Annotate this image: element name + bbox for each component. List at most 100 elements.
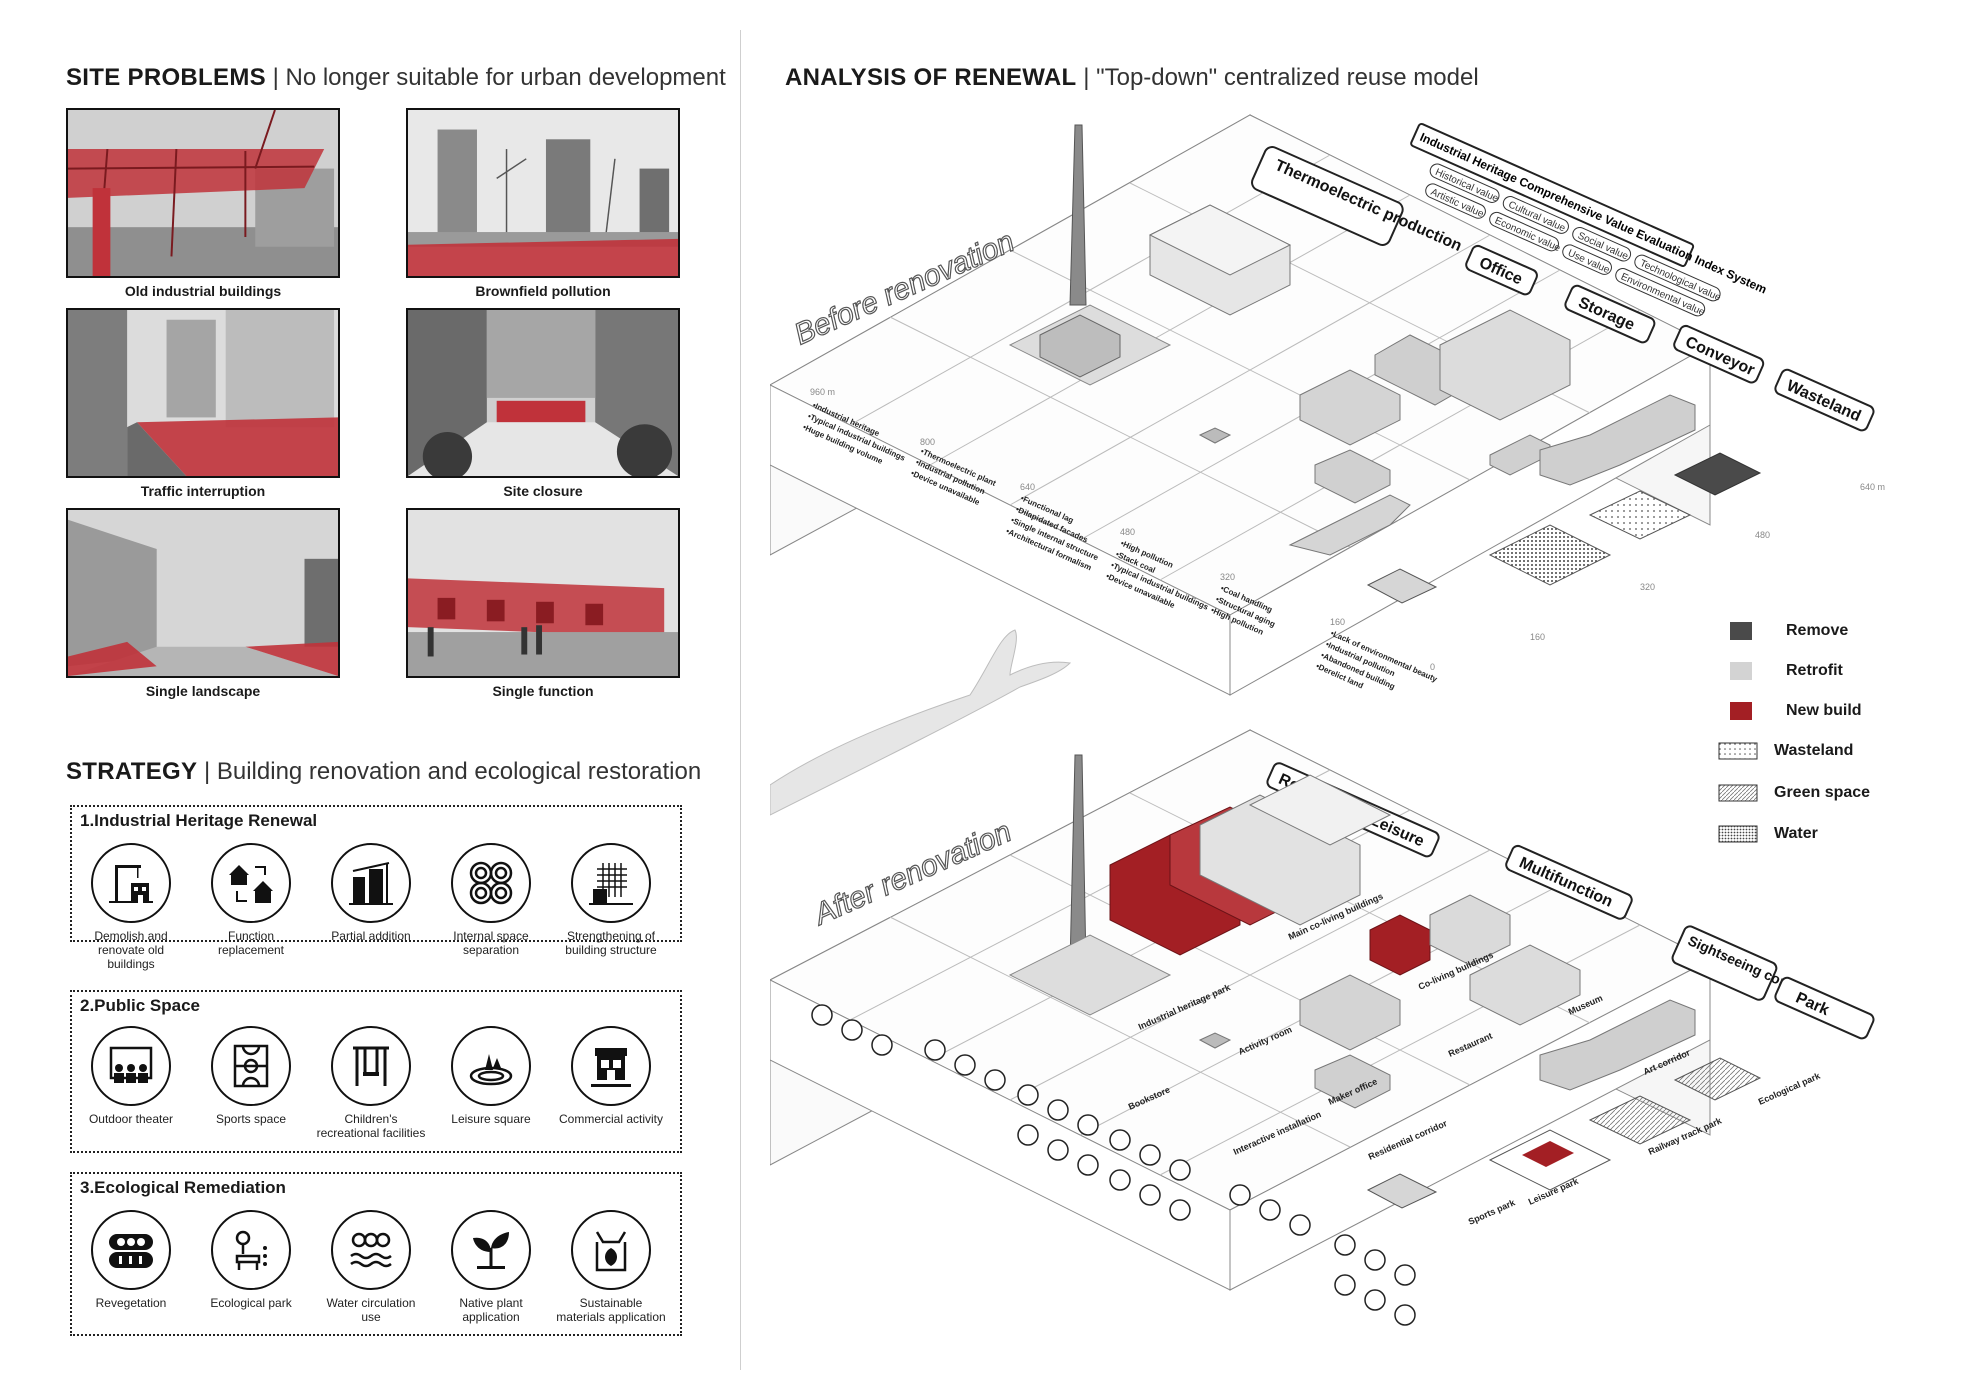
- strategy-item-leisure-square: Leisure square: [436, 1026, 546, 1126]
- group-title-ecological: 3.Ecological Remediation: [80, 1178, 286, 1197]
- scale-640: 640: [1020, 482, 1035, 492]
- activity-icons: [811, 1004, 1416, 1326]
- strategy-item-function-replacement: Function replacement: [196, 843, 306, 957]
- structure-grid-icon: [571, 843, 651, 923]
- photo-site-closure: [406, 308, 680, 478]
- strategy-group-public-space: 2.Public Space Outdoor theater Sports sp…: [70, 990, 682, 1153]
- strategy-heading: STRATEGY | Building renovation and ecolo…: [66, 758, 701, 786]
- strategy-label: Demolish and renovate old buildings: [94, 929, 168, 971]
- scale-r-640: 640 m: [1860, 482, 1885, 492]
- strategy-item-outdoor-theater: Outdoor theater: [76, 1026, 186, 1126]
- caption-single-function: Single function: [492, 683, 594, 699]
- strategy-label: Sustainable materials application: [556, 1296, 666, 1324]
- scale-480: 480: [1120, 527, 1135, 537]
- legend-swatch-remove: [1730, 622, 1752, 640]
- sprout-icon: [451, 1210, 531, 1290]
- legend-label: Retrofit: [1786, 662, 1843, 679]
- group-title-public-space: 2.Public Space: [80, 996, 200, 1015]
- building-addition-icon: [331, 843, 411, 923]
- strategy-label: Sports space: [215, 1112, 287, 1126]
- four-circles-icon: [451, 843, 531, 923]
- scale-800: 800: [920, 437, 935, 447]
- legend-label: Remove: [1786, 622, 1849, 639]
- legend-swatch-new-build: [1730, 702, 1752, 720]
- strategy-item-revegetation: Revegetation: [76, 1210, 186, 1310]
- after-buildings: [1008, 754, 1762, 1209]
- strategy-group-ecological: 3.Ecological Remediation Revegetation Ec…: [70, 1172, 682, 1336]
- analysis-subtitle: | "Top-down" centralized reuse model: [1083, 64, 1479, 91]
- strategy-group-heritage: 1.Industrial Heritage Renewal Demolish a…: [70, 805, 682, 971]
- water-trees-icon: [331, 1210, 411, 1290]
- caption-brownfield-pollution: Brownfield pollution: [475, 283, 611, 299]
- legend-water: Water: [1718, 825, 1818, 843]
- site-problems-title: SITE PROBLEMS: [66, 64, 266, 91]
- site-problems-subtitle: | No longer suitable for urban developme…: [272, 64, 726, 91]
- strategy-label: Water circulation use: [326, 1296, 416, 1324]
- caption-traffic-interruption: Traffic interruption: [140, 483, 266, 499]
- strategy-label: Partial addition: [331, 929, 411, 943]
- strategy-item-native-plant: Native plant application: [436, 1210, 546, 1324]
- park-bench-icon: [211, 1210, 291, 1290]
- strategy-item-strengthening: Strengthening of building structure: [556, 843, 666, 957]
- caption-single-landscape: Single landscape: [145, 683, 261, 699]
- strategy-item-water-circulation: Water circulation use: [316, 1210, 426, 1324]
- strategy-item-ecological-park: Ecological park: [196, 1210, 306, 1310]
- photo-single-function: [406, 508, 680, 678]
- legend-label: Water: [1774, 825, 1818, 842]
- strategy-label: Children's recreational facilities: [316, 1112, 426, 1140]
- legend-swatch-wasteland: [1718, 742, 1758, 760]
- scale-160: 160: [1330, 617, 1345, 627]
- photo-traffic-interruption: [66, 308, 340, 478]
- photo-single-landscape: [66, 508, 340, 678]
- caption-old-industrial-buildings: Old industrial buildings: [124, 283, 282, 299]
- strategy-item-demolish: Demolish and renovate old buildings: [76, 843, 186, 971]
- strategy-item-partial-addition: Partial addition: [316, 843, 426, 943]
- strategy-item-sports-space: Sports space: [196, 1026, 306, 1126]
- photo-brownfield-pollution: [406, 108, 680, 278]
- vegetation-icon: [91, 1210, 171, 1290]
- before-buildings: [1008, 124, 1762, 604]
- analysis-heading: ANALYSIS OF RENEWAL | "Top-down" central…: [785, 64, 1479, 92]
- legend-label: Green space: [1774, 784, 1871, 801]
- legend-green-space: Green space: [1718, 784, 1870, 802]
- sports-court-icon: [211, 1026, 291, 1106]
- legend-label: Wasteland: [1774, 742, 1854, 759]
- strategy-item-childrens-facilities: Children's recreational facilities: [316, 1026, 426, 1140]
- eco-bag-icon: [571, 1210, 651, 1290]
- strategy-label: Commercial activity: [558, 1112, 663, 1126]
- strategy-label: Ecological park: [210, 1296, 292, 1310]
- caption-site-closure: Site closure: [503, 483, 583, 499]
- renewal-axonometric-diagram: Industrial Heritage Comprehensive Value …: [770, 114, 1885, 1326]
- scale-0: 0: [1430, 662, 1435, 672]
- strategy-item-sustainable-materials: Sustainable materials application: [556, 1210, 666, 1324]
- scale-r-320: 320: [1640, 582, 1655, 592]
- house-swap-icon: [211, 843, 291, 923]
- legend-swatch-green-space: [1718, 784, 1758, 802]
- analysis-title: ANALYSIS OF RENEWAL: [785, 64, 1077, 91]
- legend-retrofit: Retrofit: [1730, 662, 1843, 680]
- label-ecological-park: Ecological park: [1757, 1070, 1823, 1107]
- swing-icon: [331, 1026, 411, 1106]
- legend-remove: Remove: [1730, 622, 1848, 640]
- crane-building-icon: [91, 843, 171, 923]
- strategy-label: Strengthening of building structure: [565, 929, 657, 957]
- scale-r-480: 480: [1755, 530, 1770, 540]
- legend-label: New build: [1786, 702, 1862, 719]
- strategy-label: Native plant application: [459, 1296, 523, 1324]
- photo-old-industrial-buildings: [66, 108, 340, 278]
- strategy-title: STRATEGY: [66, 758, 198, 785]
- strategy-subtitle: | Building renovation and ecological res…: [203, 758, 702, 785]
- strategy-label: Internal space separation: [453, 929, 529, 957]
- strategy-item-commercial: Commercial activity: [556, 1026, 666, 1126]
- storefront-icon: [571, 1026, 651, 1106]
- panel-divider: [740, 30, 741, 1370]
- site-problems-heading: SITE PROBLEMS | No longer suitable for u…: [66, 64, 726, 92]
- group-title-heritage: 1.Industrial Heritage Renewal: [80, 811, 318, 830]
- legend-swatch-retrofit: [1730, 662, 1752, 680]
- theater-audience-icon: [91, 1026, 171, 1106]
- plaza-trees-icon: [451, 1026, 531, 1106]
- scale-960: 960 m: [810, 387, 835, 397]
- legend-wasteland: Wasteland: [1718, 742, 1853, 760]
- legend-new-build: New build: [1730, 702, 1862, 720]
- strategy-item-internal-separation: Internal space separation: [436, 843, 546, 957]
